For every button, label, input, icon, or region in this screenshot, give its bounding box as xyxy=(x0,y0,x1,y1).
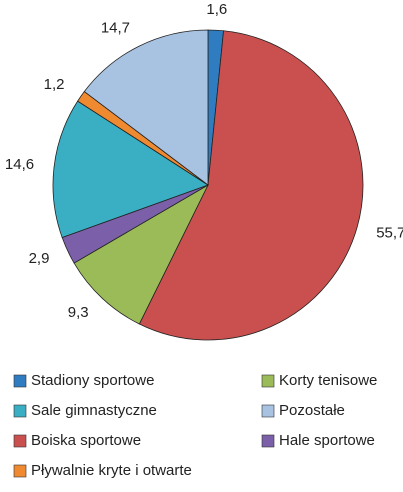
legend-swatch xyxy=(13,374,27,388)
legend-swatch xyxy=(13,404,27,418)
legend-swatch xyxy=(261,434,275,448)
legend-label: Sale gimnastyczne xyxy=(31,402,157,419)
legend-swatch xyxy=(13,434,27,448)
legend-label: Korty tenisowe xyxy=(279,372,377,389)
legend-label: Pozostałe xyxy=(279,402,345,419)
legend-label: Stadiony sportowe xyxy=(31,372,154,389)
data-label: 1,2 xyxy=(44,76,65,93)
legend-swatch xyxy=(261,404,275,418)
data-label: 1,6 xyxy=(206,1,227,18)
legend-label: Pływalnie kryte i otwarte xyxy=(31,462,192,479)
data-label: 14,7 xyxy=(101,19,130,36)
data-label: 14,6 xyxy=(5,156,34,173)
pie-slice xyxy=(52,100,209,239)
pie-slice xyxy=(138,30,364,341)
data-label: 55,7 xyxy=(376,224,403,241)
legend-swatch xyxy=(261,374,275,388)
data-label: 9,3 xyxy=(68,304,89,321)
data-label: 2,9 xyxy=(29,250,50,267)
pie-slice xyxy=(83,29,209,186)
legend-label: Hale sportowe xyxy=(279,432,375,449)
pie-slice xyxy=(73,183,209,325)
legend-swatch xyxy=(13,464,27,478)
legend-label: Boiska sportowe xyxy=(31,432,141,449)
